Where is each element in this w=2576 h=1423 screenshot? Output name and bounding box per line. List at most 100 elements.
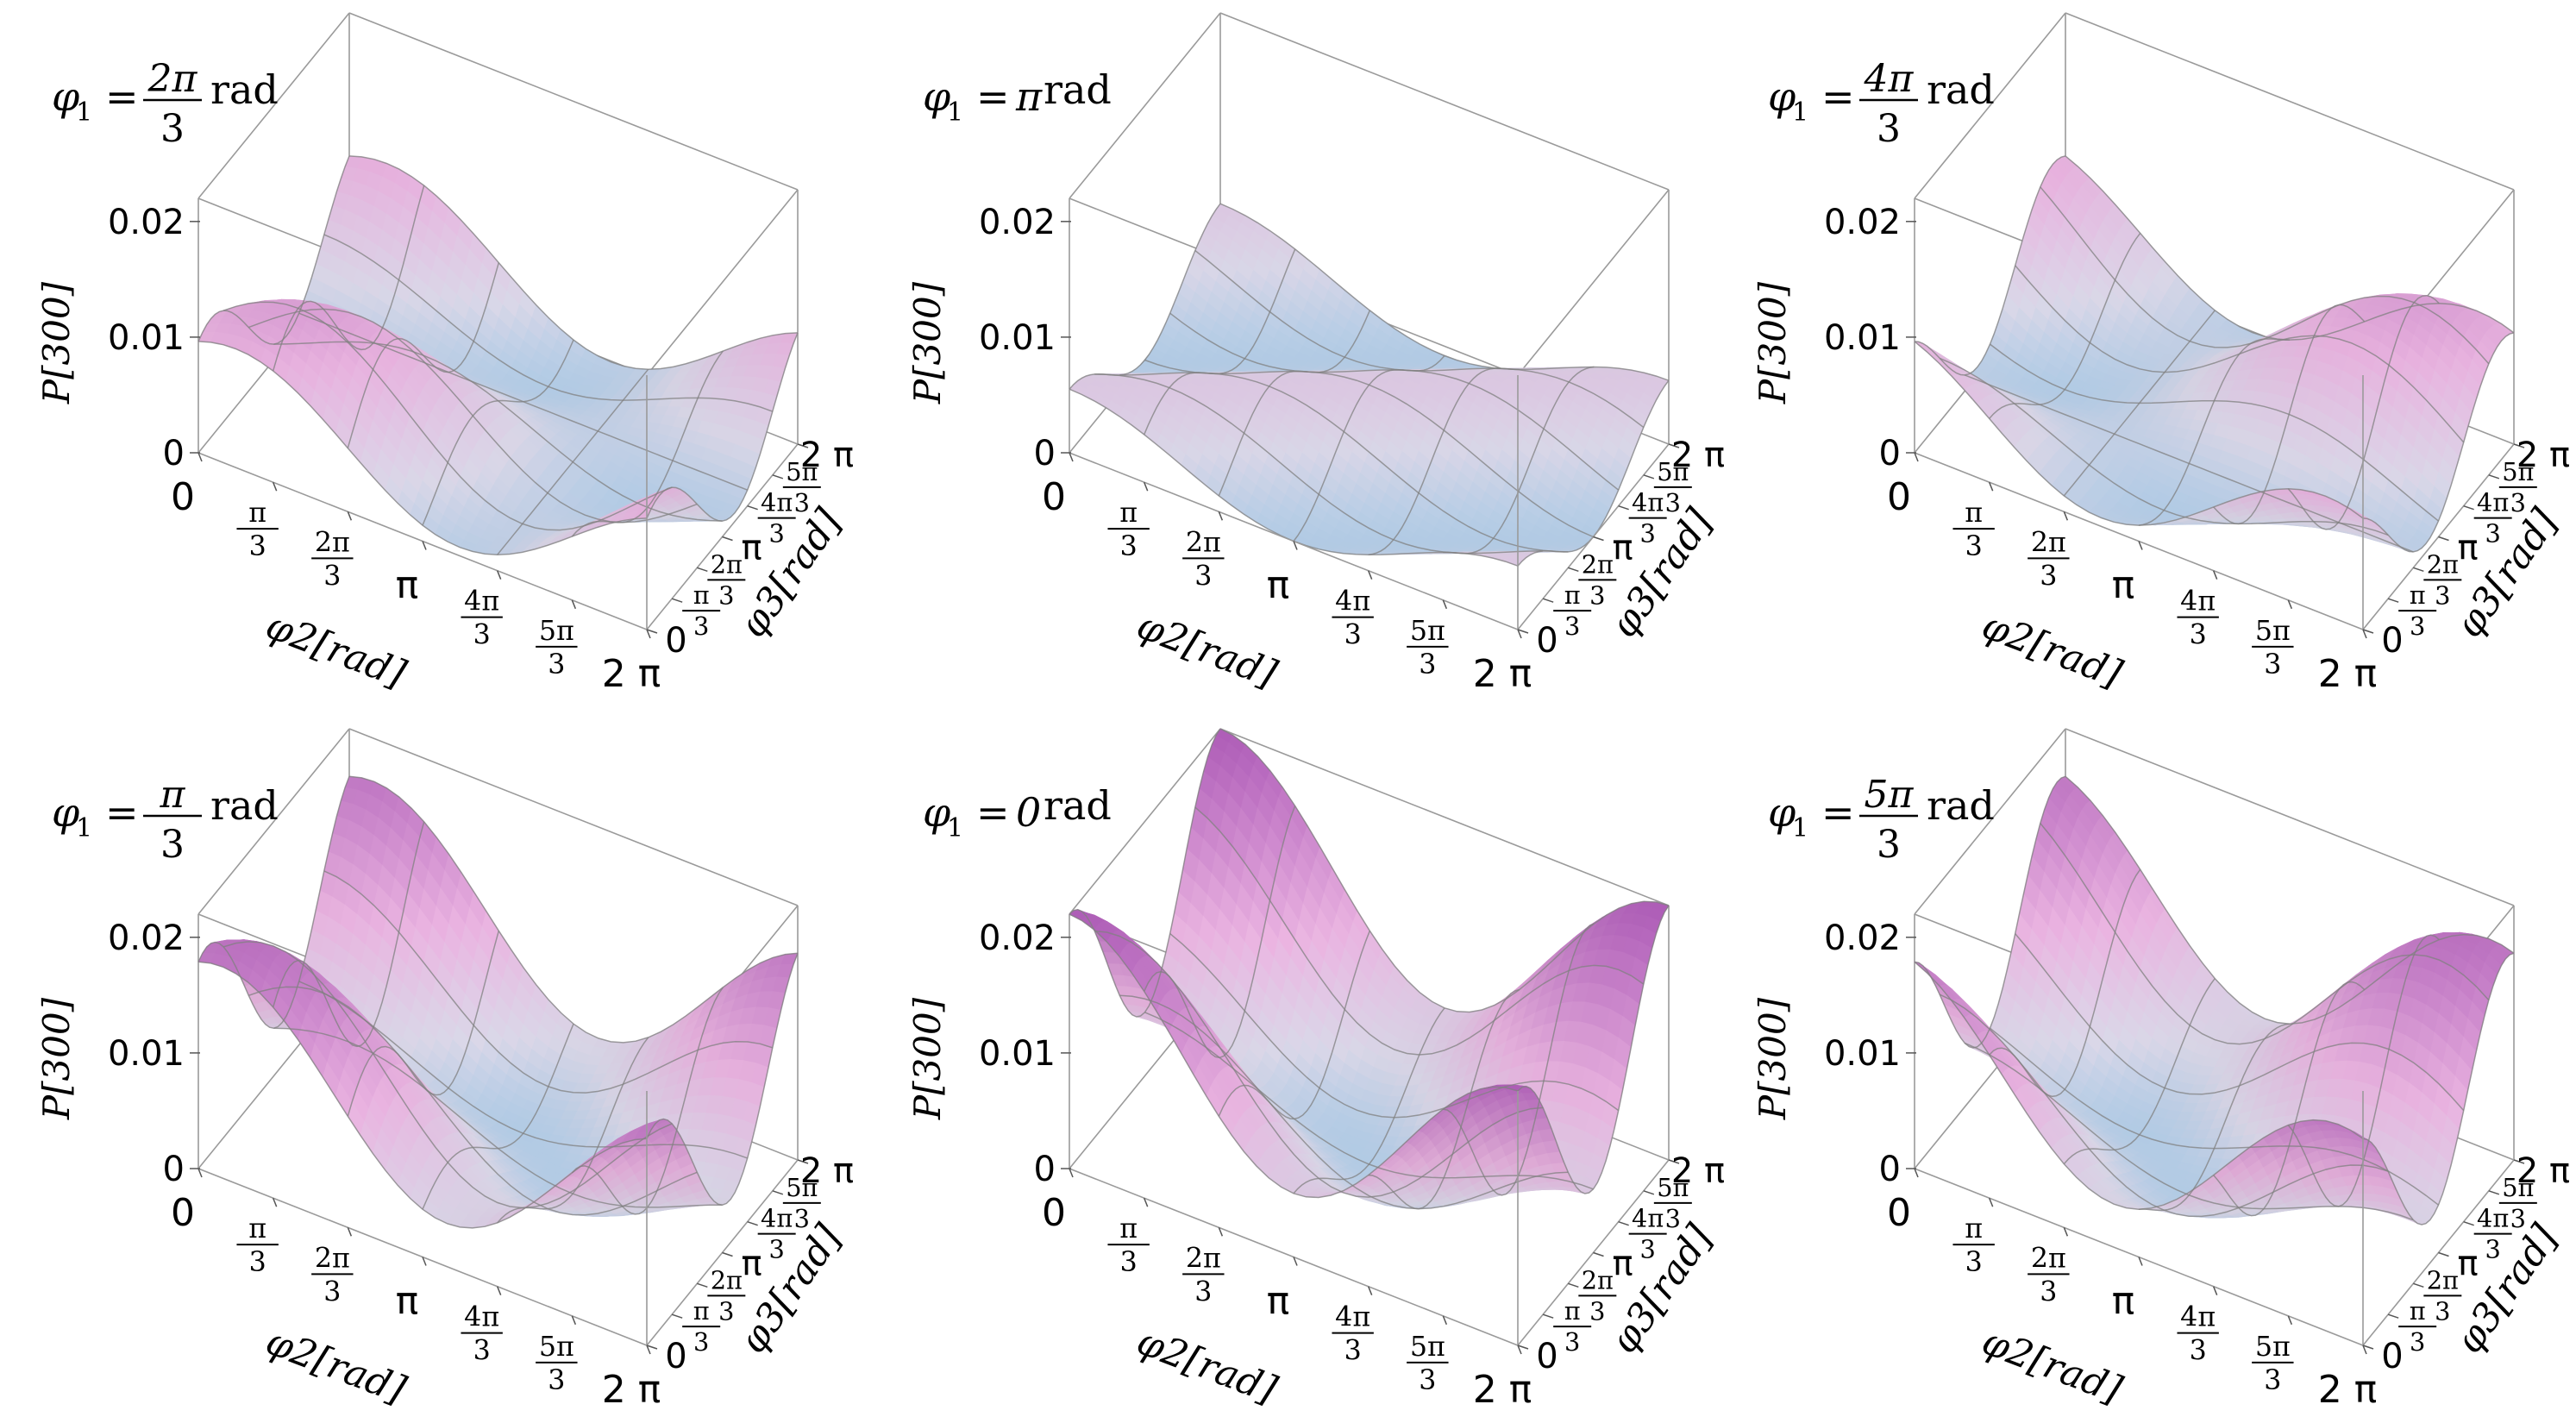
z-tick-label: 0: [1034, 434, 1056, 473]
tick-text: 2 π: [800, 436, 854, 475]
y-tick-mark: [2439, 537, 2449, 541]
tick-numerator: 4π: [2180, 586, 2216, 617]
tick-text: 0: [171, 475, 195, 519]
tick-numerator: π: [693, 580, 710, 610]
y-tick-label: 2 π: [2516, 436, 2570, 475]
tick-text: 2 π: [602, 652, 661, 696]
tick-text: 2 π: [2318, 652, 2377, 696]
tick-denominator: 3: [1419, 649, 1436, 680]
y-tick-mark: [2388, 599, 2398, 602]
x-axis-label: φ2[rad]: [1976, 604, 2128, 697]
z-tick-label: 0.02: [1824, 203, 1901, 242]
tick-denominator: 3: [548, 649, 565, 680]
title-denominator: 3: [160, 107, 185, 151]
y-tick-label: 0: [1536, 621, 1558, 661]
tick-text: 0: [2381, 621, 2403, 661]
box-top-edge: [1518, 190, 1669, 375]
tick-text: 0: [665, 621, 686, 661]
tick-denominator: 3: [2410, 611, 2425, 641]
tick-numerator: 2π: [711, 549, 743, 579]
tick-denominator: 3: [769, 519, 785, 549]
y-tick-label: π3: [682, 580, 720, 641]
y-tick-mark: [2413, 567, 2423, 571]
y-tick-label: 0: [665, 621, 686, 661]
x-tick-label: 4π3: [1332, 586, 1373, 651]
title-unit: rad: [1044, 66, 1112, 113]
surface: [1915, 156, 2514, 552]
y-tick-mark: [672, 599, 682, 602]
tick-denominator: 3: [249, 531, 266, 562]
tick-numerator: 4π: [464, 586, 499, 617]
y-tick-label: 2π3: [2423, 549, 2461, 610]
tick-numerator: π: [1119, 498, 1138, 529]
tick-denominator: 3: [1120, 531, 1138, 562]
title-value: π: [1015, 73, 1043, 120]
z-tick-label: 0.02: [108, 203, 185, 242]
x-tick-label: 2 π: [1473, 652, 1532, 696]
y-tick-label: π: [2457, 529, 2478, 568]
y-tick-label: 2π3: [707, 549, 745, 610]
x-tick-label: 5π3: [2252, 616, 2293, 680]
tick-numerator: π: [1564, 580, 1581, 610]
tick-numerator: 2π: [1186, 527, 1221, 558]
surface: [198, 776, 798, 1228]
tick-denominator: 3: [718, 580, 734, 610]
tick-text: 0: [1042, 475, 1066, 519]
y-tick-label: 2 π: [800, 436, 854, 475]
title-unit: rad: [210, 66, 279, 113]
tick-numerator: 4π: [1632, 488, 1664, 517]
y-tick-mark: [723, 537, 733, 541]
title-equals: =: [976, 73, 1010, 120]
tick-text: π: [2112, 564, 2135, 608]
tick-denominator: 3: [1194, 561, 1212, 592]
x-tick-label: 4π3: [2177, 586, 2218, 651]
tick-numerator: 5π: [539, 616, 574, 647]
tick-numerator: 5π: [2255, 616, 2291, 647]
x-tick-label: π3: [236, 498, 278, 562]
tick-denominator: 3: [1344, 620, 1362, 651]
x-tick-label: 2π3: [1182, 527, 1224, 592]
tick-numerator: π: [248, 498, 266, 529]
x-tick-label: 0: [1042, 475, 1066, 519]
tick-denominator: 3: [1640, 519, 1656, 549]
tick-text: π: [1612, 529, 1633, 568]
z-tick-label: 0.01: [108, 318, 185, 358]
x-tick-label: 2 π: [2318, 652, 2377, 696]
tick-text: π: [2457, 529, 2478, 568]
x-tick-label: 2π3: [2028, 527, 2069, 592]
x-axis-label: φ2[rad]: [260, 604, 411, 697]
z-axis: 00.010.02P[300]: [906, 203, 1071, 473]
z-tick-label: 0.02: [979, 203, 1056, 242]
y-axis-label: φ3[rad]: [2448, 501, 2567, 646]
tick-text: π: [396, 564, 419, 608]
z-axis-label: P[300]: [35, 281, 78, 404]
y-tick-mark: [1644, 475, 1654, 479]
y-tick-mark: [2489, 475, 2499, 479]
x-tick-label: 2 π: [602, 652, 661, 696]
y-tick-mark: [748, 506, 758, 510]
tick-numerator: 5π: [1410, 616, 1445, 647]
tick-numerator: 2π: [2427, 549, 2459, 579]
tick-numerator: 2π: [2031, 527, 2066, 558]
x-tick-label: π: [396, 564, 419, 608]
tick-numerator: 4π: [2477, 488, 2509, 517]
y-tick-label: 0: [2381, 621, 2403, 661]
title-unit: rad: [1927, 66, 1995, 113]
title-numerator: 4π: [1864, 57, 1915, 101]
x-tick-label: 0: [1887, 475, 1911, 519]
tick-numerator: 4π: [761, 488, 793, 517]
y-tick-mark: [697, 567, 707, 571]
tick-numerator: 2π: [315, 527, 350, 558]
tick-denominator: 3: [1589, 580, 1605, 610]
tick-text: π: [741, 529, 762, 568]
y-tick-label: 2π3: [1578, 549, 1616, 610]
x-tick-label: 5π3: [536, 616, 577, 680]
x-tick-label: π3: [1952, 498, 1994, 562]
